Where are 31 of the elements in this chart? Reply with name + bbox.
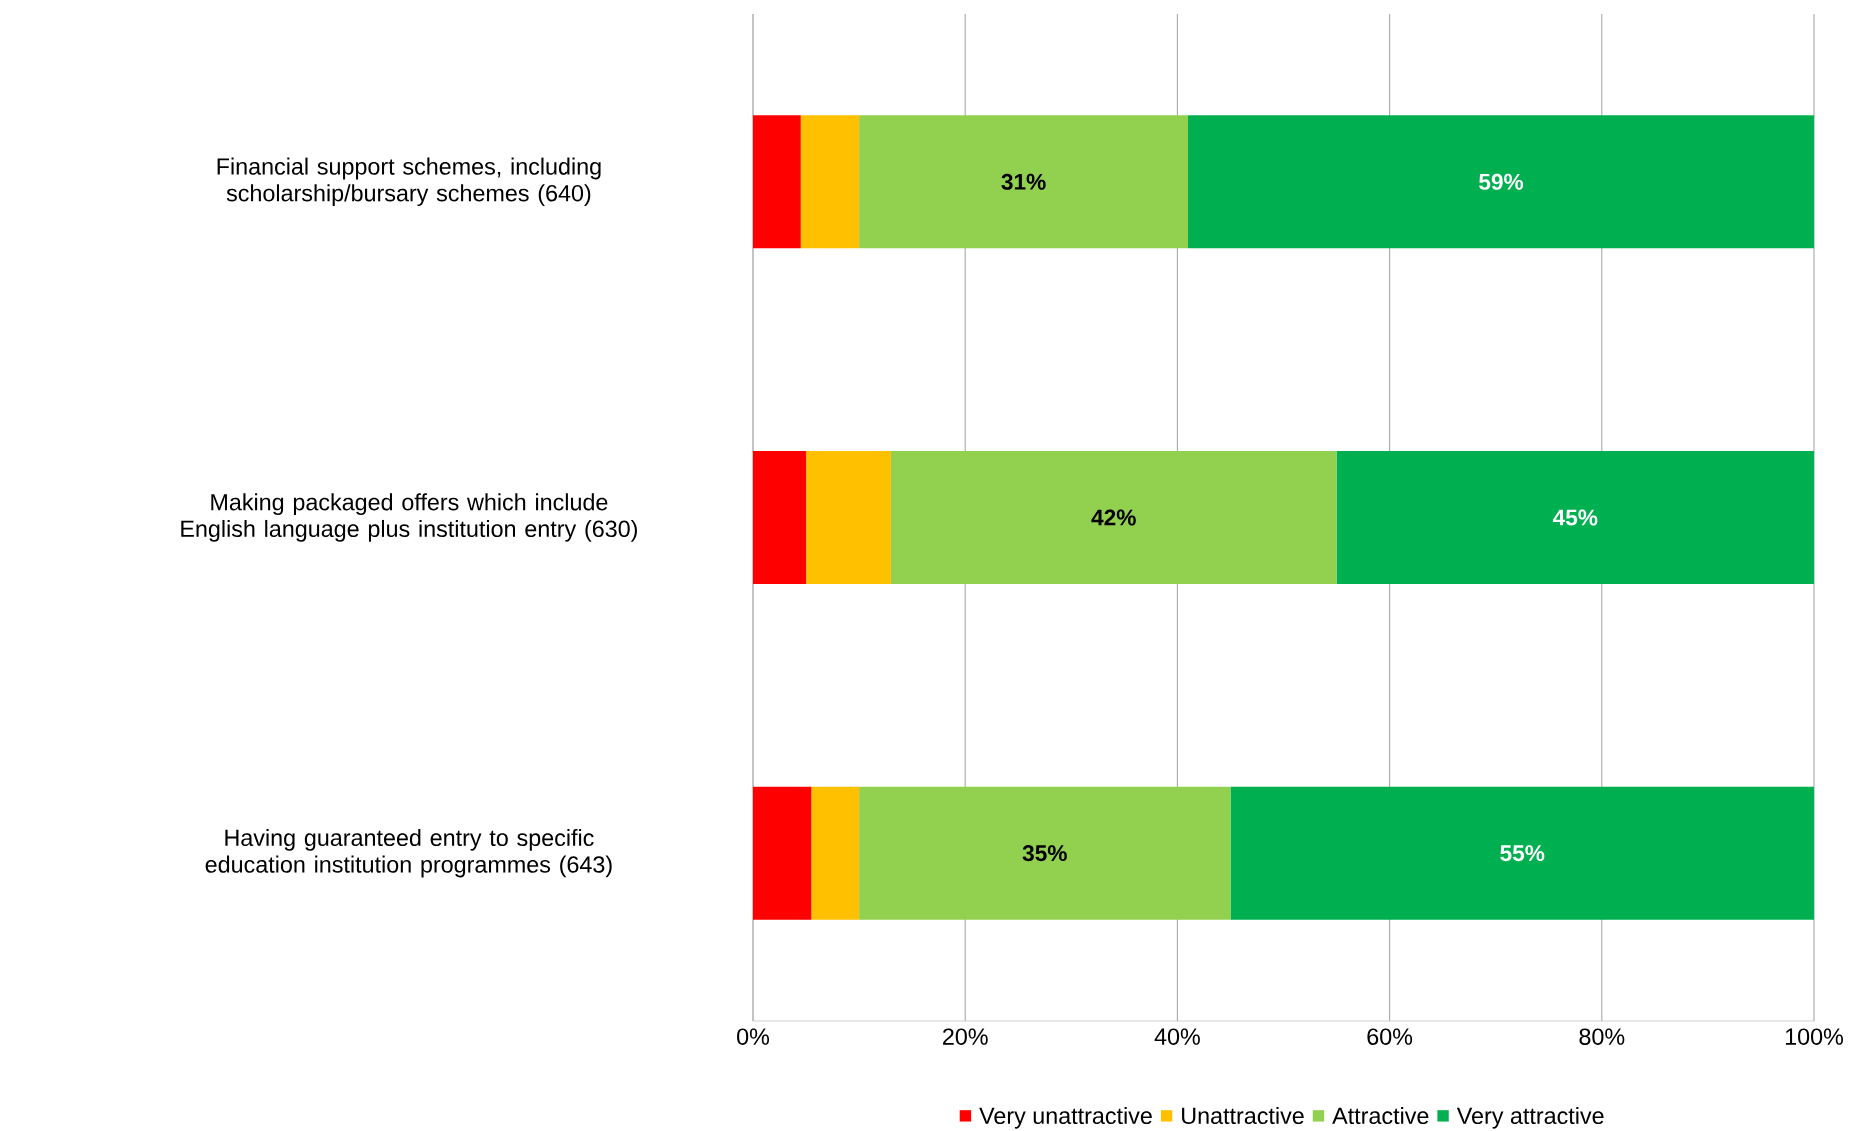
legend-label: Very unattractive [979, 1106, 1152, 1129]
data-label: 31% [1001, 173, 1046, 190]
x-tick-label: 80% [1579, 1028, 1625, 1045]
legend-label: Very attractive [1456, 1106, 1604, 1129]
bar [859, 786, 1231, 920]
data-label: 42% [1091, 509, 1136, 526]
bar [753, 115, 801, 249]
bar [1188, 115, 1814, 249]
y-tick-label: Financial support schemes, including scholarship/bursary schemes (640) [217, 157, 601, 207]
bar [806, 451, 891, 584]
x-tick-label: 60% [1367, 1028, 1413, 1045]
x-tick-label: 20% [943, 1028, 988, 1045]
bar [753, 451, 807, 584]
bar [753, 786, 812, 920]
bar [859, 115, 1189, 249]
bar [1230, 786, 1814, 920]
x-tick-label: 0% [737, 1028, 770, 1045]
bar [890, 451, 1337, 584]
x-tick-label: 40% [1154, 1028, 1200, 1045]
data-label: 55% [1500, 845, 1545, 862]
data-label: 35% [1022, 845, 1067, 862]
legend-label: Attractive [1332, 1106, 1429, 1125]
data-label: 59% [1479, 173, 1524, 190]
data-label: 45% [1552, 509, 1598, 526]
bar [800, 115, 860, 249]
x-tick-label: 100% [1785, 1028, 1844, 1045]
bar [811, 786, 860, 920]
y-tick-label: Making packaged offers which include English language plus institution entry (630) [181, 493, 637, 542]
legend-label: Unattractive [1182, 1106, 1304, 1125]
bar [1336, 451, 1814, 584]
y-tick-label: Having guaranteed entry to specific education institution programmes (643) [205, 828, 612, 878]
